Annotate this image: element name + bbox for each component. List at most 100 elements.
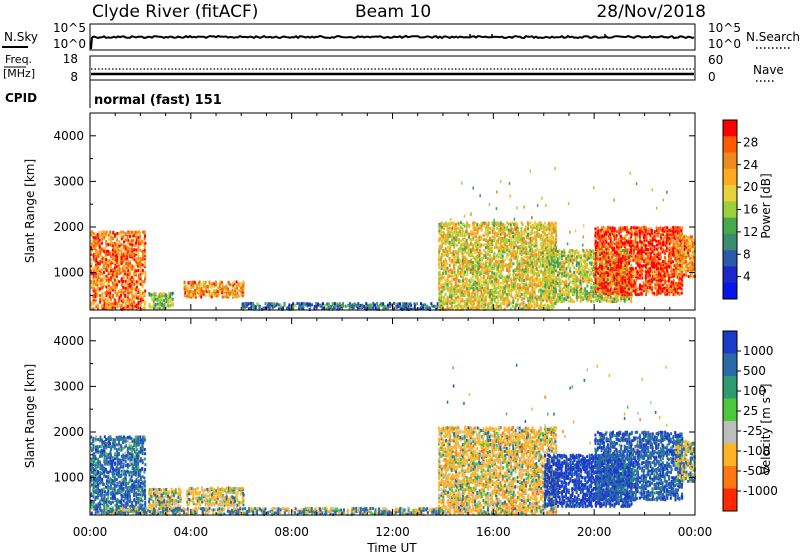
echo-cell <box>525 303 528 307</box>
echo-cell <box>499 228 502 232</box>
echo-cell <box>476 222 479 226</box>
echo-cell <box>473 292 476 296</box>
echo-cell <box>495 283 498 287</box>
echo-cell <box>629 267 632 271</box>
echo-cell <box>455 255 458 259</box>
echo-cell <box>546 262 549 266</box>
echo-cell <box>539 221 542 225</box>
echo-cell <box>112 245 115 249</box>
echo-cell <box>483 301 486 305</box>
echo-cell <box>194 288 196 292</box>
echo-cell <box>599 294 602 298</box>
echo-cell <box>308 302 311 306</box>
echo-cell <box>229 290 232 294</box>
echo-cell <box>529 266 532 270</box>
echo-cell <box>525 283 528 287</box>
echo-cell <box>538 280 541 284</box>
echo-cell <box>579 299 582 303</box>
nsky-tick-top-right: 10^5 <box>708 21 741 35</box>
echo-cell <box>560 295 563 299</box>
echo-cell <box>461 291 464 295</box>
echo-cell <box>559 265 561 269</box>
echo-cell <box>124 271 127 275</box>
echo-cell <box>617 230 620 234</box>
echo-cell <box>531 275 534 279</box>
echo-cell <box>575 292 578 296</box>
echo-cell <box>466 293 469 297</box>
echo-cell <box>105 306 108 310</box>
echo-cell <box>480 285 483 289</box>
echo-cell <box>118 270 121 274</box>
echo-cell <box>561 287 564 291</box>
echo-cell <box>453 274 456 278</box>
echo-cell <box>482 256 485 260</box>
echo-cell <box>583 279 586 283</box>
echo-cell <box>579 283 582 287</box>
echo-cell <box>461 261 464 265</box>
echo-cell <box>120 237 123 241</box>
echo-cell <box>453 242 456 246</box>
echo-cell <box>579 274 582 278</box>
echo-cell <box>567 299 570 303</box>
echo-cell <box>434 304 437 308</box>
echo-cell <box>527 226 530 230</box>
echo-cell <box>606 278 609 281</box>
echo-cell <box>542 292 545 296</box>
echo-cell <box>550 225 553 229</box>
echo-cell <box>512 284 515 288</box>
echo-cell <box>445 300 448 304</box>
echo-cell <box>117 266 120 270</box>
echo-cell <box>556 298 559 302</box>
echo-cell <box>445 236 448 240</box>
echo-cell <box>116 305 119 309</box>
power-echoes <box>90 167 696 311</box>
echo-cell <box>466 269 469 273</box>
echo-cell <box>90 269 93 273</box>
echo-cell <box>514 224 517 228</box>
echo-cell <box>105 298 108 302</box>
echo-cell <box>153 291 156 295</box>
echo-cell <box>447 252 449 256</box>
echo-cell <box>127 285 129 289</box>
echo-cell <box>94 241 97 245</box>
echo-cell <box>442 272 445 276</box>
echo-cell <box>315 304 318 308</box>
echo-cell <box>620 298 623 302</box>
echo-cell <box>486 288 489 292</box>
echo-cell <box>565 296 568 300</box>
echo-cell <box>539 236 542 240</box>
echo-cell <box>461 258 464 262</box>
echo-cell <box>192 290 195 293</box>
echo-cell <box>150 305 153 309</box>
echo-cell <box>508 239 511 243</box>
echo-cell <box>552 294 555 298</box>
echo-cell <box>387 306 389 310</box>
echo-cell <box>128 307 131 311</box>
echo-cell <box>120 283 123 287</box>
echo-cell <box>578 269 580 273</box>
echo-cell <box>130 252 133 256</box>
echo-cell <box>611 226 614 230</box>
echo-cell <box>599 257 602 261</box>
echo-cell <box>527 283 530 287</box>
echo-cell <box>579 281 582 285</box>
echo-cell <box>599 252 601 256</box>
echo-cell <box>502 298 505 302</box>
echo-cell <box>497 265 500 268</box>
echo-cell <box>483 283 486 287</box>
echo-cell <box>378 303 381 307</box>
echo-cell <box>542 261 545 264</box>
echo-cell <box>438 225 441 229</box>
echo-cell <box>485 226 488 230</box>
echo-cell <box>356 306 359 309</box>
echo-cell <box>242 307 245 311</box>
echo-cell <box>476 226 479 230</box>
echo-cell <box>539 262 542 266</box>
echo-cell <box>539 288 542 292</box>
echo-cell <box>524 292 527 296</box>
echo-cell <box>95 255 98 259</box>
echo-cell <box>111 294 114 297</box>
echo-cell <box>565 271 568 275</box>
echo-cell <box>476 281 479 285</box>
echo-cell <box>592 267 595 270</box>
